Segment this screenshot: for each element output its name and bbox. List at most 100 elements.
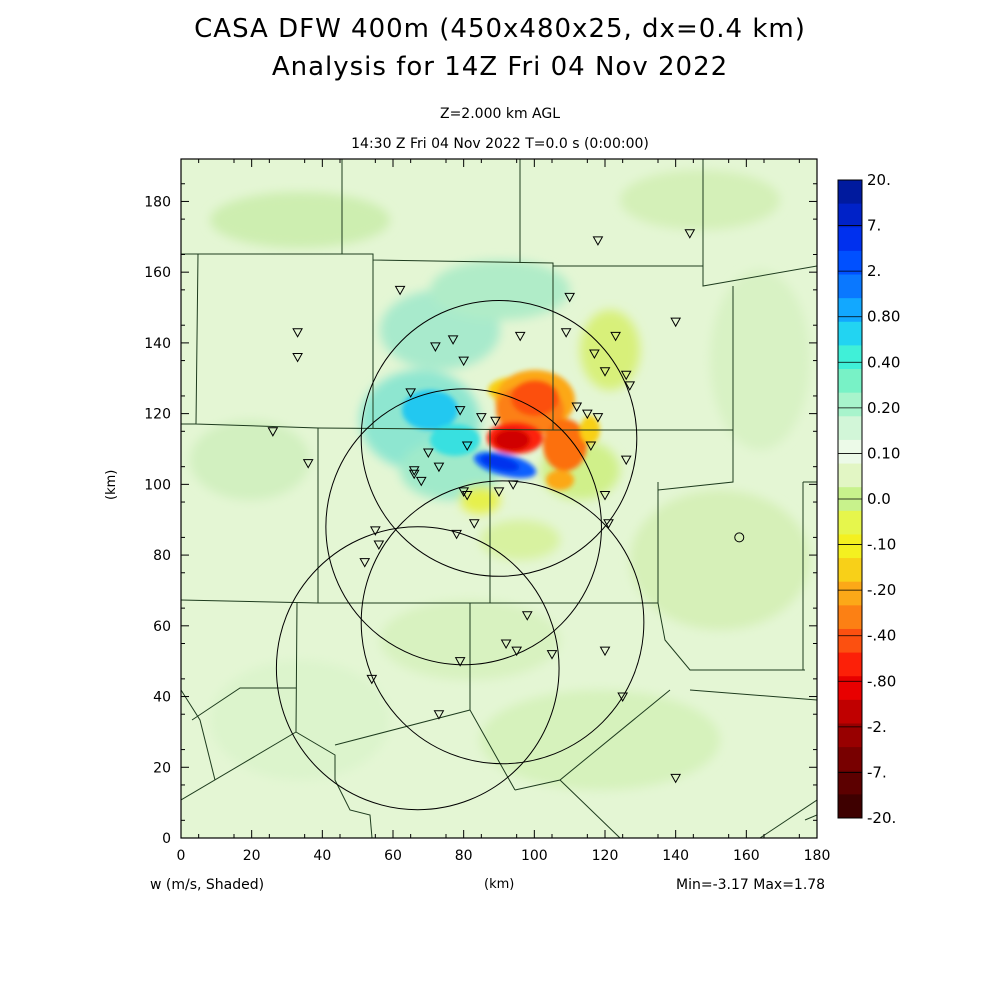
x-tick-label: 60 bbox=[384, 848, 402, 864]
station-marker bbox=[546, 650, 558, 660]
y-tick-label: 40 bbox=[153, 690, 171, 706]
chart-subtitle: Analysis for 14Z Fri 04 Nov 2022 bbox=[271, 52, 729, 82]
station-marker bbox=[521, 611, 533, 621]
x-tick-label: 160 bbox=[733, 848, 760, 864]
station-marker bbox=[684, 229, 696, 239]
colorbar-swatch bbox=[838, 628, 862, 654]
colorbar-swatch bbox=[838, 510, 862, 535]
station-marker bbox=[610, 331, 621, 342]
open-circle bbox=[734, 532, 745, 543]
station-marker bbox=[366, 674, 378, 685]
colorbar-swatch bbox=[838, 345, 862, 370]
y-tick-label: 140 bbox=[144, 336, 171, 352]
colorbar-swatch bbox=[838, 227, 862, 252]
colorbar-swatch bbox=[838, 605, 862, 630]
station-marker bbox=[468, 519, 480, 529]
y-tick-label: 20 bbox=[153, 760, 171, 776]
station-marker bbox=[493, 487, 505, 497]
station-marker bbox=[599, 646, 611, 657]
radar-ring-3 bbox=[275, 526, 560, 811]
station-marker bbox=[302, 459, 314, 469]
station-marker bbox=[670, 317, 682, 328]
y-tick-label: 60 bbox=[153, 619, 171, 635]
x-tick-label: 140 bbox=[662, 848, 689, 864]
colorbar-swatch bbox=[838, 534, 862, 559]
station-marker bbox=[592, 413, 604, 423]
time-label: 14:30 Z Fri 04 Nov 2022 T=0.0 s (0:00:00… bbox=[351, 136, 649, 152]
colorbar-swatch bbox=[838, 298, 862, 323]
colorbar-swatch bbox=[838, 369, 862, 394]
y-tick-label: 180 bbox=[144, 194, 171, 210]
station-marker bbox=[454, 406, 466, 416]
station-marker bbox=[461, 490, 473, 501]
colorbar-swatch bbox=[838, 581, 862, 606]
colorbar: 20. 7. 2. 0.80 0.40 0.20 0.10 0.0 -.10 -.20 -.40 -.… bbox=[837, 171, 900, 827]
station-marker bbox=[292, 328, 303, 338]
colorbar-label: -.20 bbox=[867, 581, 896, 599]
station-marker bbox=[617, 692, 629, 703]
x-axis-label: (km) bbox=[484, 877, 515, 892]
station-marker bbox=[571, 402, 583, 413]
station-marker bbox=[475, 413, 487, 423]
colorbar-swatch bbox=[838, 558, 862, 583]
radar-range-rings bbox=[275, 299, 645, 811]
open-circle-marker bbox=[734, 532, 745, 543]
colorbar-label: 0.20 bbox=[867, 399, 900, 417]
station-marker bbox=[599, 367, 611, 377]
radar-ring-1 bbox=[360, 299, 638, 577]
station-marker bbox=[514, 331, 526, 342]
colorbar-label: -.10 bbox=[867, 536, 896, 554]
min-max-label: Min=-3.17 Max=1.78 bbox=[676, 877, 826, 893]
y-axis: 0 20 40 60 80 100 120 140 160 180 bbox=[144, 183, 817, 847]
w-field-shading bbox=[181, 159, 817, 838]
station-marker bbox=[433, 462, 445, 473]
station-marker bbox=[490, 416, 501, 427]
station-marker bbox=[292, 353, 303, 363]
station-marker bbox=[454, 657, 466, 667]
station-marker bbox=[589, 349, 600, 360]
x-tick-label: 20 bbox=[243, 848, 261, 864]
station-marker bbox=[624, 381, 636, 391]
colorbar-swatch bbox=[838, 770, 862, 795]
station-marker bbox=[511, 646, 523, 657]
x-tick-label: 80 bbox=[455, 848, 473, 864]
colorbar-label: -.40 bbox=[867, 627, 896, 645]
chart-title: CASA DFW 400m (450x480x25, dx=0.4 km) bbox=[194, 14, 806, 44]
colorbar-swatch bbox=[838, 321, 862, 346]
colorbar-swatch bbox=[838, 652, 862, 677]
x-tick-label: 120 bbox=[592, 848, 619, 864]
station-marker bbox=[267, 427, 279, 437]
y-tick-label: 100 bbox=[144, 477, 171, 493]
colorbar-label: 0.40 bbox=[867, 353, 900, 371]
colorbar-label: 7. bbox=[867, 217, 881, 235]
y-tick-label: 80 bbox=[153, 548, 171, 564]
colorbar-swatch bbox=[838, 180, 862, 205]
colorbar-swatch bbox=[838, 747, 862, 772]
station-marker bbox=[461, 441, 473, 451]
station-marker bbox=[433, 710, 445, 720]
plot-frame bbox=[180, 158, 818, 839]
station-marker bbox=[620, 455, 632, 466]
x-tick-label: 180 bbox=[804, 848, 831, 864]
colorbar-swatch bbox=[838, 439, 862, 465]
radar-ring-2 bbox=[325, 388, 602, 666]
station-marker bbox=[359, 558, 371, 568]
station-marker bbox=[447, 335, 459, 345]
station-marker bbox=[369, 526, 381, 536]
colorbar-label: -20. bbox=[867, 809, 896, 827]
radar-ring-4 bbox=[360, 480, 645, 765]
station-marker bbox=[415, 476, 427, 487]
x-tick-label: 0 bbox=[177, 848, 186, 864]
station-marker bbox=[458, 356, 470, 367]
colorbar-swatch bbox=[838, 699, 862, 724]
x-tick-label: 100 bbox=[521, 848, 548, 864]
station-marker bbox=[451, 529, 462, 540]
station-marker bbox=[560, 328, 572, 338]
station-marker bbox=[430, 342, 441, 352]
colorbar-label: 0.10 bbox=[867, 444, 900, 462]
station-marker bbox=[373, 540, 385, 550]
colorbar-label: -7. bbox=[867, 763, 887, 781]
colorbar-swatch bbox=[838, 794, 862, 819]
station-marker bbox=[564, 292, 576, 303]
